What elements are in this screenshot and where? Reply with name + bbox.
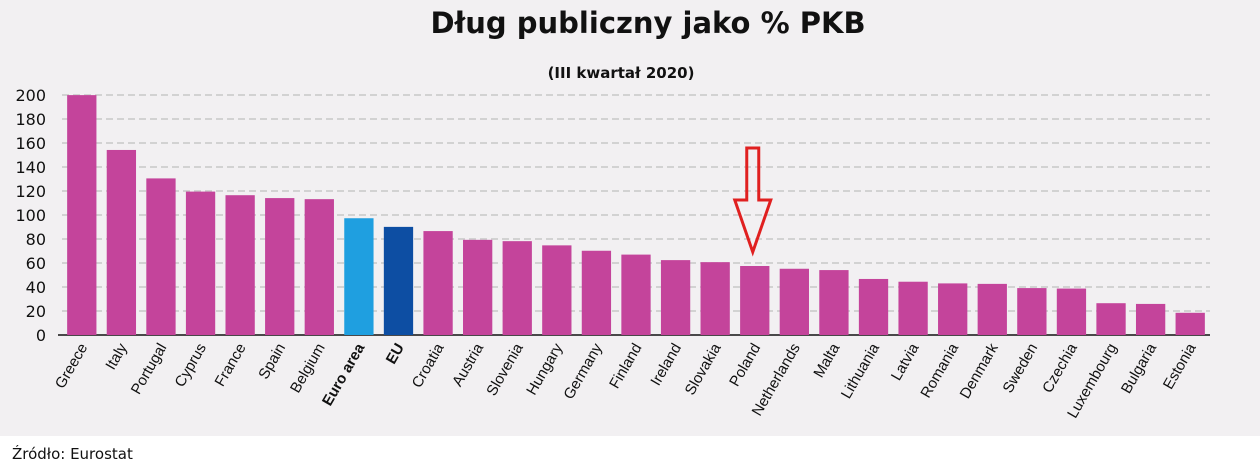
x-tick-label: Bulgaria (1118, 340, 1161, 397)
bar (185, 191, 216, 335)
x-tick-label: Slovenia (483, 340, 527, 399)
x-tick-label: Poland (726, 341, 764, 390)
y-tick-label: 200 (15, 86, 46, 105)
x-tick-label: Romania (917, 340, 962, 401)
bar (938, 283, 968, 335)
chart-subtitle: (III kwartał 2020) (547, 64, 695, 82)
bar (225, 195, 255, 335)
x-tick-label: EU (383, 341, 408, 368)
bar (740, 266, 770, 335)
bar (1175, 312, 1205, 335)
bar (819, 270, 849, 335)
bar (344, 218, 374, 335)
bar (463, 239, 493, 335)
bar (502, 241, 532, 335)
x-tick-label: Austria (449, 340, 487, 389)
x-tick-label: Finland (606, 341, 645, 392)
bar (1135, 303, 1166, 335)
bar (858, 278, 889, 335)
bar (660, 260, 691, 335)
bar (621, 254, 651, 335)
x-tick-label: Estonia (1160, 340, 1200, 392)
x-tick-label: Greece (52, 341, 91, 392)
x-tick-label: Cyprus (172, 341, 210, 391)
bar (977, 283, 1007, 335)
bar (542, 245, 572, 335)
bar (304, 199, 334, 335)
x-tick-label: Spain (255, 341, 289, 383)
y-tick-label: 60 (26, 254, 46, 273)
y-tick-label: 0 (36, 326, 46, 345)
annotation-arrow (732, 146, 773, 257)
bar (265, 198, 295, 335)
x-tick-label: France (212, 341, 250, 390)
x-tick-label: Denmark (957, 340, 1002, 402)
chart-title: Dług publiczny jako % PKB (430, 6, 866, 40)
y-tick-label: 100 (15, 206, 46, 225)
x-tick-label: Italy (102, 340, 131, 373)
x-tick-label: Latvia (888, 340, 923, 384)
bar (700, 262, 730, 335)
bar (383, 226, 414, 335)
y-tick-label: 120 (15, 182, 46, 201)
x-tick-label: Czechia (1039, 340, 1081, 396)
y-tick-label: 140 (15, 158, 46, 177)
bar (1017, 288, 1047, 335)
bar (581, 250, 612, 335)
x-tick-label: Malta (810, 340, 843, 381)
bar (423, 231, 453, 335)
source-note: Źródło: Eurostat (12, 445, 133, 463)
x-tick-label: Portugal (128, 341, 171, 398)
y-tick-label: 180 (15, 110, 46, 129)
bar (779, 268, 809, 335)
y-tick-label: 80 (26, 230, 46, 249)
x-tick-label: Germany (560, 340, 606, 402)
bar (898, 281, 928, 335)
x-tick-label: Hungary (523, 340, 566, 398)
x-tick-label: Ireland (647, 341, 685, 389)
x-tick-label: Sweden (999, 341, 1041, 396)
bar (146, 178, 176, 335)
bar (106, 149, 137, 335)
x-tick-label: Slovakia (682, 340, 725, 398)
x-tick-label: Belgium (287, 341, 329, 396)
x-tick-label: Lithuania (838, 340, 883, 402)
y-tick-label: 160 (15, 134, 46, 153)
y-tick-label: 40 (26, 278, 46, 297)
bar (67, 95, 97, 336)
bar (1096, 303, 1126, 335)
x-tick-label: Croatia (409, 340, 448, 391)
bar (1056, 288, 1087, 335)
y-tick-label: 20 (26, 302, 46, 321)
